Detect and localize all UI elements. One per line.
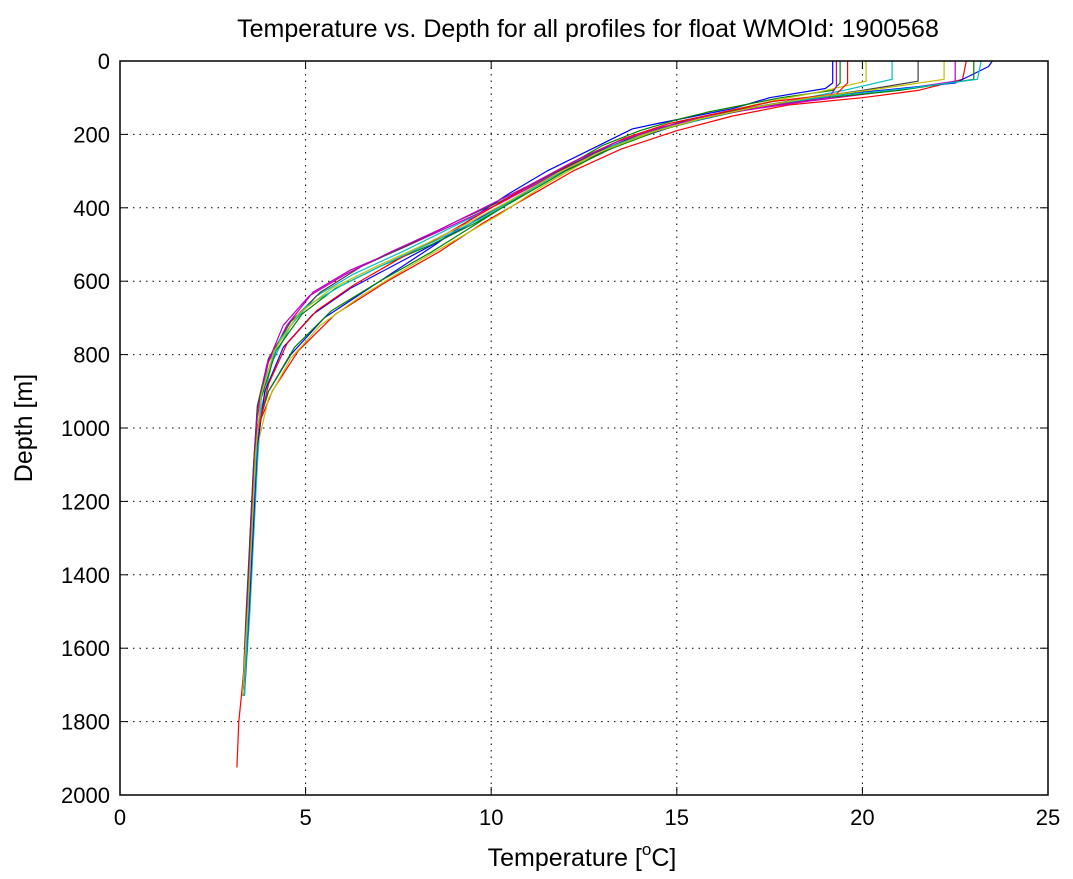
y-tick-label: 2000 bbox=[61, 783, 110, 808]
y-tick-label: 0 bbox=[98, 49, 110, 74]
x-tick-label: 20 bbox=[850, 805, 874, 830]
profile-line-8 bbox=[243, 60, 993, 696]
x-tick-label: 0 bbox=[114, 805, 126, 830]
profile-line-12 bbox=[241, 61, 837, 696]
x-tick-label: 15 bbox=[665, 805, 689, 830]
y-tick-label: 800 bbox=[73, 343, 110, 368]
y-tick-label: 1000 bbox=[61, 416, 110, 441]
x-axis-title: Temperature [oC] bbox=[488, 840, 677, 872]
grid-lines bbox=[120, 61, 1048, 795]
y-tick-label: 200 bbox=[73, 122, 110, 147]
profile-line-13 bbox=[241, 61, 945, 696]
y-axis-tick-labels: 0 200 400 600 800 1000 1200 1400 1600 1800 2000 bbox=[61, 49, 110, 808]
profile-line-4 bbox=[243, 61, 893, 696]
x-axis-title-superscript: o bbox=[642, 840, 651, 859]
x-axis-tick-labels: 0 5 10 15 20 25 bbox=[114, 805, 1060, 830]
profile-line-3 bbox=[236, 60, 967, 768]
axis-ticks bbox=[119, 60, 1049, 796]
y-tick-label: 600 bbox=[73, 269, 110, 294]
x-tick-label: 5 bbox=[299, 805, 311, 830]
profile-line-5 bbox=[241, 61, 956, 696]
y-tick-label: 400 bbox=[73, 196, 110, 221]
y-axis-title: Depth [m] bbox=[10, 374, 38, 482]
chart-title: Temperature vs. Depth for all profiles f… bbox=[237, 15, 939, 43]
profile-line-9 bbox=[241, 61, 975, 696]
y-tick-label: 1400 bbox=[61, 563, 110, 588]
x-tick-label: 25 bbox=[1036, 805, 1060, 830]
y-tick-label: 1200 bbox=[61, 489, 110, 514]
x-axis-title-main: Temperature [ bbox=[488, 844, 642, 872]
profile-line-11 bbox=[243, 60, 982, 696]
data-series-group bbox=[236, 60, 993, 768]
profile-line-6 bbox=[243, 61, 867, 696]
y-tick-label: 1600 bbox=[61, 636, 110, 661]
y-tick-label: 1800 bbox=[61, 710, 110, 735]
profile-line-10 bbox=[241, 61, 849, 696]
profile-line-2 bbox=[241, 61, 841, 696]
x-tick-label: 10 bbox=[479, 805, 503, 830]
profile-line-1 bbox=[241, 61, 834, 696]
x-axis-title-suffix: C] bbox=[651, 844, 676, 872]
profile-line-7 bbox=[241, 61, 919, 696]
